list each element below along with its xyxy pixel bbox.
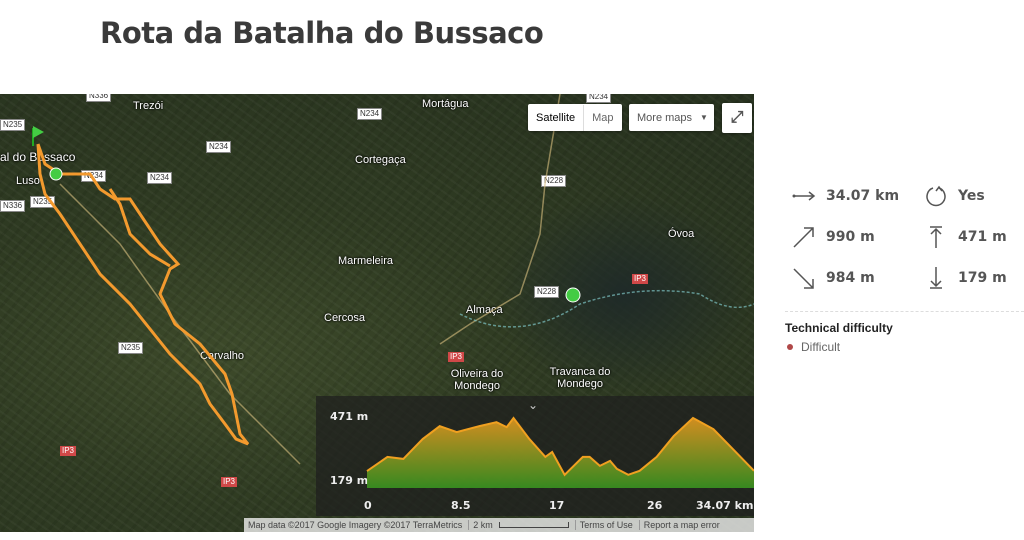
loop-icon [926, 185, 946, 207]
descent-arrow-icon [793, 268, 814, 289]
waypoint-icon [49, 167, 63, 181]
scale-label: 2 km [468, 520, 493, 530]
place-label: Oliveira do Mondego [450, 368, 504, 392]
road-label: N336 [86, 94, 112, 102]
loop-value: Yes [958, 188, 985, 204]
x-tick-label: 26 [647, 499, 663, 512]
map-button[interactable]: Map [592, 111, 614, 124]
waypoint-icon [565, 287, 581, 303]
min-altitude-icon [930, 267, 942, 289]
map[interactable]: Trezói Mortágua Cortegaça Marmeleira Cer… [0, 94, 754, 532]
x-tick-label: 17 [549, 499, 565, 512]
scale-bar [498, 522, 569, 528]
start-marker-icon [32, 126, 44, 146]
satellite-button[interactable]: Satellite [528, 104, 585, 131]
elevation-area [367, 418, 754, 488]
stat-min-altitude: 179 m [924, 266, 1007, 290]
place-label: Trezói [133, 100, 164, 112]
max-altitude-value: 471 m [958, 229, 1007, 245]
highway-label: IP3 [632, 274, 649, 284]
distance-value: 34.07 km [826, 188, 900, 204]
collapse-chevron-icon[interactable]: ⌄ [528, 398, 539, 412]
stat-ascent: 990 m [792, 225, 875, 249]
place-label: Luso [16, 175, 40, 187]
report-error-link[interactable]: Report a map error [638, 520, 720, 530]
place-label: Travanca do Mondego [549, 366, 611, 390]
route-track [36, 143, 250, 446]
descent-value: 984 m [826, 270, 875, 286]
place-label: Óvoa [668, 228, 695, 240]
place-label: Marmeleira [338, 255, 394, 267]
stat-distance: 34.07 km [792, 184, 899, 208]
elevation-profile[interactable]: ⌄ 471 m 179 m 0 8.5 17 26 34.07 km [316, 396, 754, 516]
route-overlay [32, 94, 754, 465]
place-label: Almaça [466, 304, 503, 316]
highway-label: IP3 [448, 352, 465, 362]
highway-label: IP3 [221, 477, 238, 487]
y-max-label: 471 m [330, 410, 369, 423]
terms-link[interactable]: Terms of Use [574, 520, 633, 530]
stat-max-altitude: 471 m [924, 225, 1007, 249]
place-label: Cercosa [324, 312, 365, 324]
stat-descent: 984 m [792, 266, 875, 290]
page-title: Rota da Batalha do Bussaco [100, 16, 544, 50]
difficulty-dot-icon [787, 344, 793, 350]
place-label: Mortágua [422, 98, 469, 110]
fullscreen-button[interactable]: ⤢ [722, 103, 752, 133]
road-label: N234 [206, 141, 232, 153]
fullscreen-icon: ⤢ [730, 109, 744, 126]
map-type-toggle[interactable]: Satellite Map [528, 104, 622, 131]
difficulty-label: Difficult [801, 340, 841, 354]
river [459, 289, 754, 328]
road-label: N336 [0, 200, 26, 212]
road-label: N235 [0, 119, 26, 131]
road-label: N228 [534, 286, 560, 298]
more-maps-dropdown[interactable]: More maps ▼ [629, 104, 714, 131]
x-tick-label: 8.5 [451, 499, 471, 512]
caret-down-icon: ▼ [700, 112, 708, 122]
more-maps-label: More maps [637, 111, 693, 124]
road-label: N234 [147, 172, 173, 184]
difficulty-value: Difficult [787, 340, 840, 354]
ascent-arrow-icon [793, 227, 814, 248]
divider [785, 311, 1024, 312]
stat-loop: Yes [924, 184, 985, 208]
road-label: N234 [586, 94, 612, 103]
route-track-branch [108, 188, 171, 268]
attribution-text: Map data ©2017 Google Imagery ©2017 Terr… [248, 520, 463, 530]
max-altitude-icon [930, 226, 942, 248]
x-tick-label: 34.07 km [696, 499, 754, 512]
map-attribution: Map data ©2017 Google Imagery ©2017 Terr… [244, 518, 754, 532]
road-label: N235 [118, 342, 144, 354]
road-label: N234 [357, 108, 383, 120]
x-tick-label: 0 [364, 499, 372, 512]
min-altitude-value: 179 m [958, 270, 1007, 286]
ascent-value: 990 m [826, 229, 875, 245]
elevation-line [366, 416, 754, 477]
distance-arrow-icon [792, 191, 816, 201]
difficulty-heading: Technical difficulty [785, 321, 893, 335]
elevation-chart [366, 416, 754, 488]
road-label: N228 [541, 175, 567, 187]
place-label: Cortegaça [355, 154, 406, 166]
highway-label: IP3 [60, 446, 77, 456]
y-min-label: 179 m [330, 474, 369, 487]
